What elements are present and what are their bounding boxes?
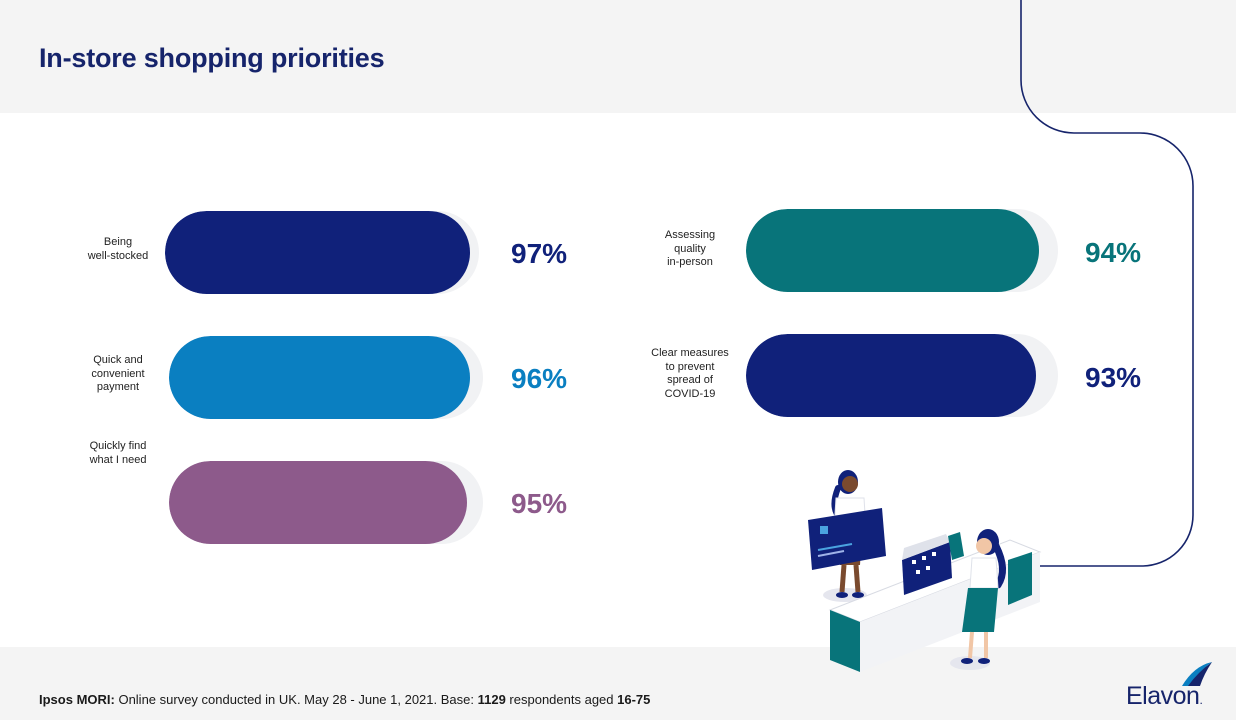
bar-label-4: Assessing quality in-person [632, 229, 748, 270]
bar-label-line: COVID-19 [664, 387, 716, 400]
footer-band [0, 647, 1236, 720]
header-band [0, 0, 1236, 113]
bar-label-3: Quickly find what I need [60, 440, 176, 467]
elavon-logo: Elavon. [1124, 660, 1224, 710]
logo-wordmark: Elavon [1126, 682, 1200, 710]
bar-value-label-3: 95% [511, 488, 568, 519]
bar-label-line: Quick and [93, 354, 143, 366]
footnote-text-1: Online survey conducted in UK. May 28 - … [114, 692, 478, 707]
bar-label-line: Clear measures [651, 347, 729, 359]
bar-track-4 [746, 209, 1058, 292]
logo-text: Elavon. [1126, 682, 1203, 711]
bar-label-2: Quick and convenient payment [60, 354, 176, 395]
bar-label-1: Being well-stocked [60, 236, 176, 263]
logo-suffix: . [1199, 693, 1203, 707]
bar-label-line: payment [96, 381, 140, 393]
footnote-source: Ipsos MORI: [39, 692, 115, 707]
checkout-illustration [808, 470, 1042, 672]
bar-track-5 [746, 334, 1058, 417]
bar-label-line: spread of [667, 374, 713, 386]
bar-4 [746, 209, 1040, 292]
bar-track-2 [169, 336, 483, 419]
bar-label-line: Assessing [664, 229, 716, 241]
bar-label-line: quality [674, 242, 706, 255]
bar-label-5: Clear measures to prevent spread of COVID-1… [632, 347, 748, 401]
bar-label-line: well-stocked [87, 249, 149, 262]
source-footnote: Ipsos MORI: Online survey conducted in U… [39, 692, 650, 707]
bar-value-label-4: 94% [1085, 237, 1142, 268]
bar-label-line: in-person [667, 256, 713, 268]
bar-5 [746, 334, 1037, 417]
bar-label-line: convenient [91, 367, 145, 380]
footnote-text-2: respondents aged [505, 692, 618, 707]
logo-swoosh-icon [1182, 662, 1212, 686]
bar-label-line: Quickly find [89, 440, 147, 452]
bar-label-line: what I need [89, 453, 147, 466]
bar-value-label-1: 97% [511, 238, 568, 269]
bar-track-1 [165, 211, 479, 294]
bar-1 [165, 211, 470, 294]
bar-value-label-2: 96% [511, 363, 568, 394]
bar-label-line: Being [103, 236, 133, 248]
bar-label-line: to prevent [665, 360, 715, 373]
footnote-ages: 16-75 [617, 692, 651, 707]
footnote-base: 1129 [477, 692, 506, 707]
bar-2 [169, 336, 471, 419]
bar-track-3 [169, 461, 483, 544]
page-title: In-store shopping priorities [39, 43, 385, 73]
bar-3 [169, 461, 468, 544]
bar-value-label-5: 93% [1085, 362, 1142, 393]
